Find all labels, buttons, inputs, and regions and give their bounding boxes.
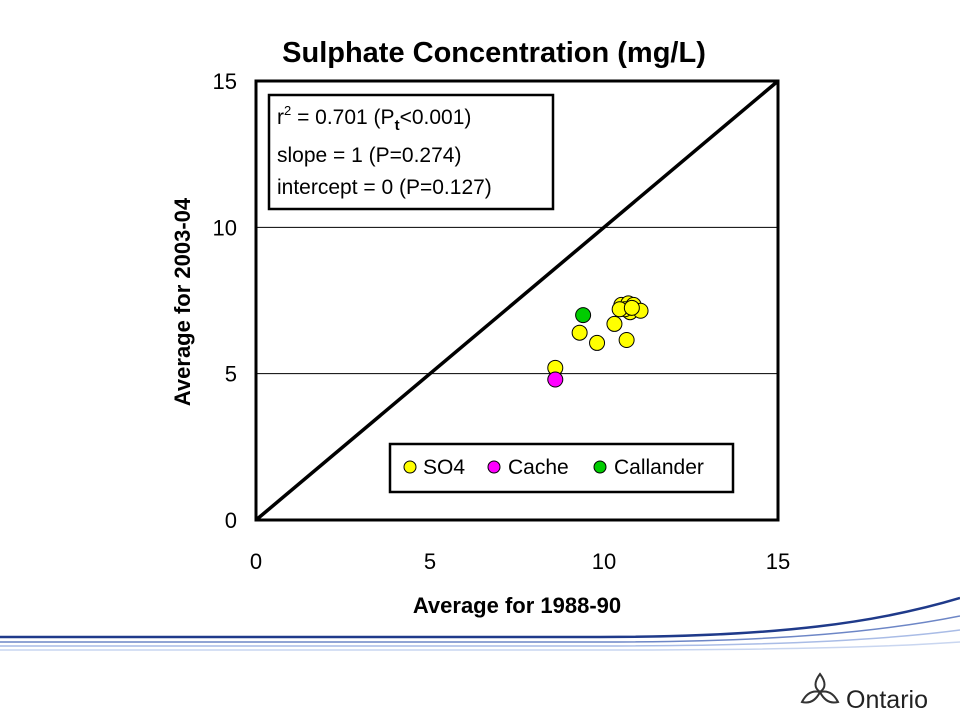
point-cache-0: [547, 371, 564, 388]
legend-label-cache: Cache: [508, 456, 569, 479]
y-axis-tick-labels: 0 5 10 15: [213, 69, 237, 533]
x-tick-label-2: 10: [592, 549, 616, 574]
r-squared-prefix: r: [277, 106, 284, 129]
point-so4-3: [606, 315, 623, 332]
x-tick-label-1: 5: [424, 549, 436, 574]
legend-label-callander: Callander: [614, 456, 704, 479]
r-squared-suffix: <0.001): [400, 106, 472, 129]
ontario-footer-branding: Ontario: [0, 596, 960, 714]
one-to-one-reference-line: [254, 79, 780, 522]
ontario-logo-text: Ontario: [846, 686, 928, 714]
point-so4-12: [623, 299, 640, 316]
legend-marker-cache: [487, 460, 501, 474]
point-so4-2: [589, 334, 606, 351]
legend: SO4 Cache Callander: [388, 442, 735, 494]
chart-title: Sulphate Concentration (mg/L): [282, 37, 706, 69]
y-tick-label-1: 5: [225, 362, 237, 387]
plot-area-frame: [254, 79, 780, 522]
stripe-3: [0, 641, 960, 651]
legend-marker-so4: [403, 460, 417, 474]
legend-marker-callander: [593, 460, 607, 474]
trillium-icon: [800, 672, 840, 704]
p-subscript: t: [395, 117, 400, 134]
y-tick-label-3: 15: [213, 69, 237, 94]
y-tick-label-2: 10: [213, 215, 237, 240]
legend-label-so4: SO4: [423, 456, 465, 479]
stripe-2: [0, 629, 960, 647]
r-squared-sup: 2: [284, 103, 291, 118]
r-squared-value: = 0.701 (P: [291, 106, 394, 129]
x-tick-label-3: 15: [766, 549, 790, 574]
intercept-text: intercept = 0 (P=0.127): [277, 176, 492, 199]
stripe-1: [0, 615, 960, 643]
y-axis-label: Average for 2003-04: [170, 197, 195, 406]
decorative-stripes: [0, 596, 960, 651]
y-tick-label-0: 0: [225, 508, 237, 533]
point-callander-0: [575, 307, 592, 324]
data-points: [547, 295, 649, 388]
r-squared-text: r2 = 0.701 (Pt<0.001): [277, 103, 471, 134]
x-axis-tick-labels: 0 5 10 15: [250, 549, 790, 574]
point-so4-1: [571, 324, 588, 341]
slope-text: slope = 1 (P=0.274): [277, 144, 461, 167]
x-axis-label: Average for 1988-90: [413, 593, 621, 618]
x-tick-label-0: 0: [250, 549, 262, 574]
grid-lines: [256, 226, 778, 375]
statistics-box: r2 = 0.701 (Pt<0.001) slope = 1 (P=0.274…: [267, 93, 555, 211]
stripe-0: [0, 596, 960, 639]
point-so4-4: [618, 332, 635, 349]
